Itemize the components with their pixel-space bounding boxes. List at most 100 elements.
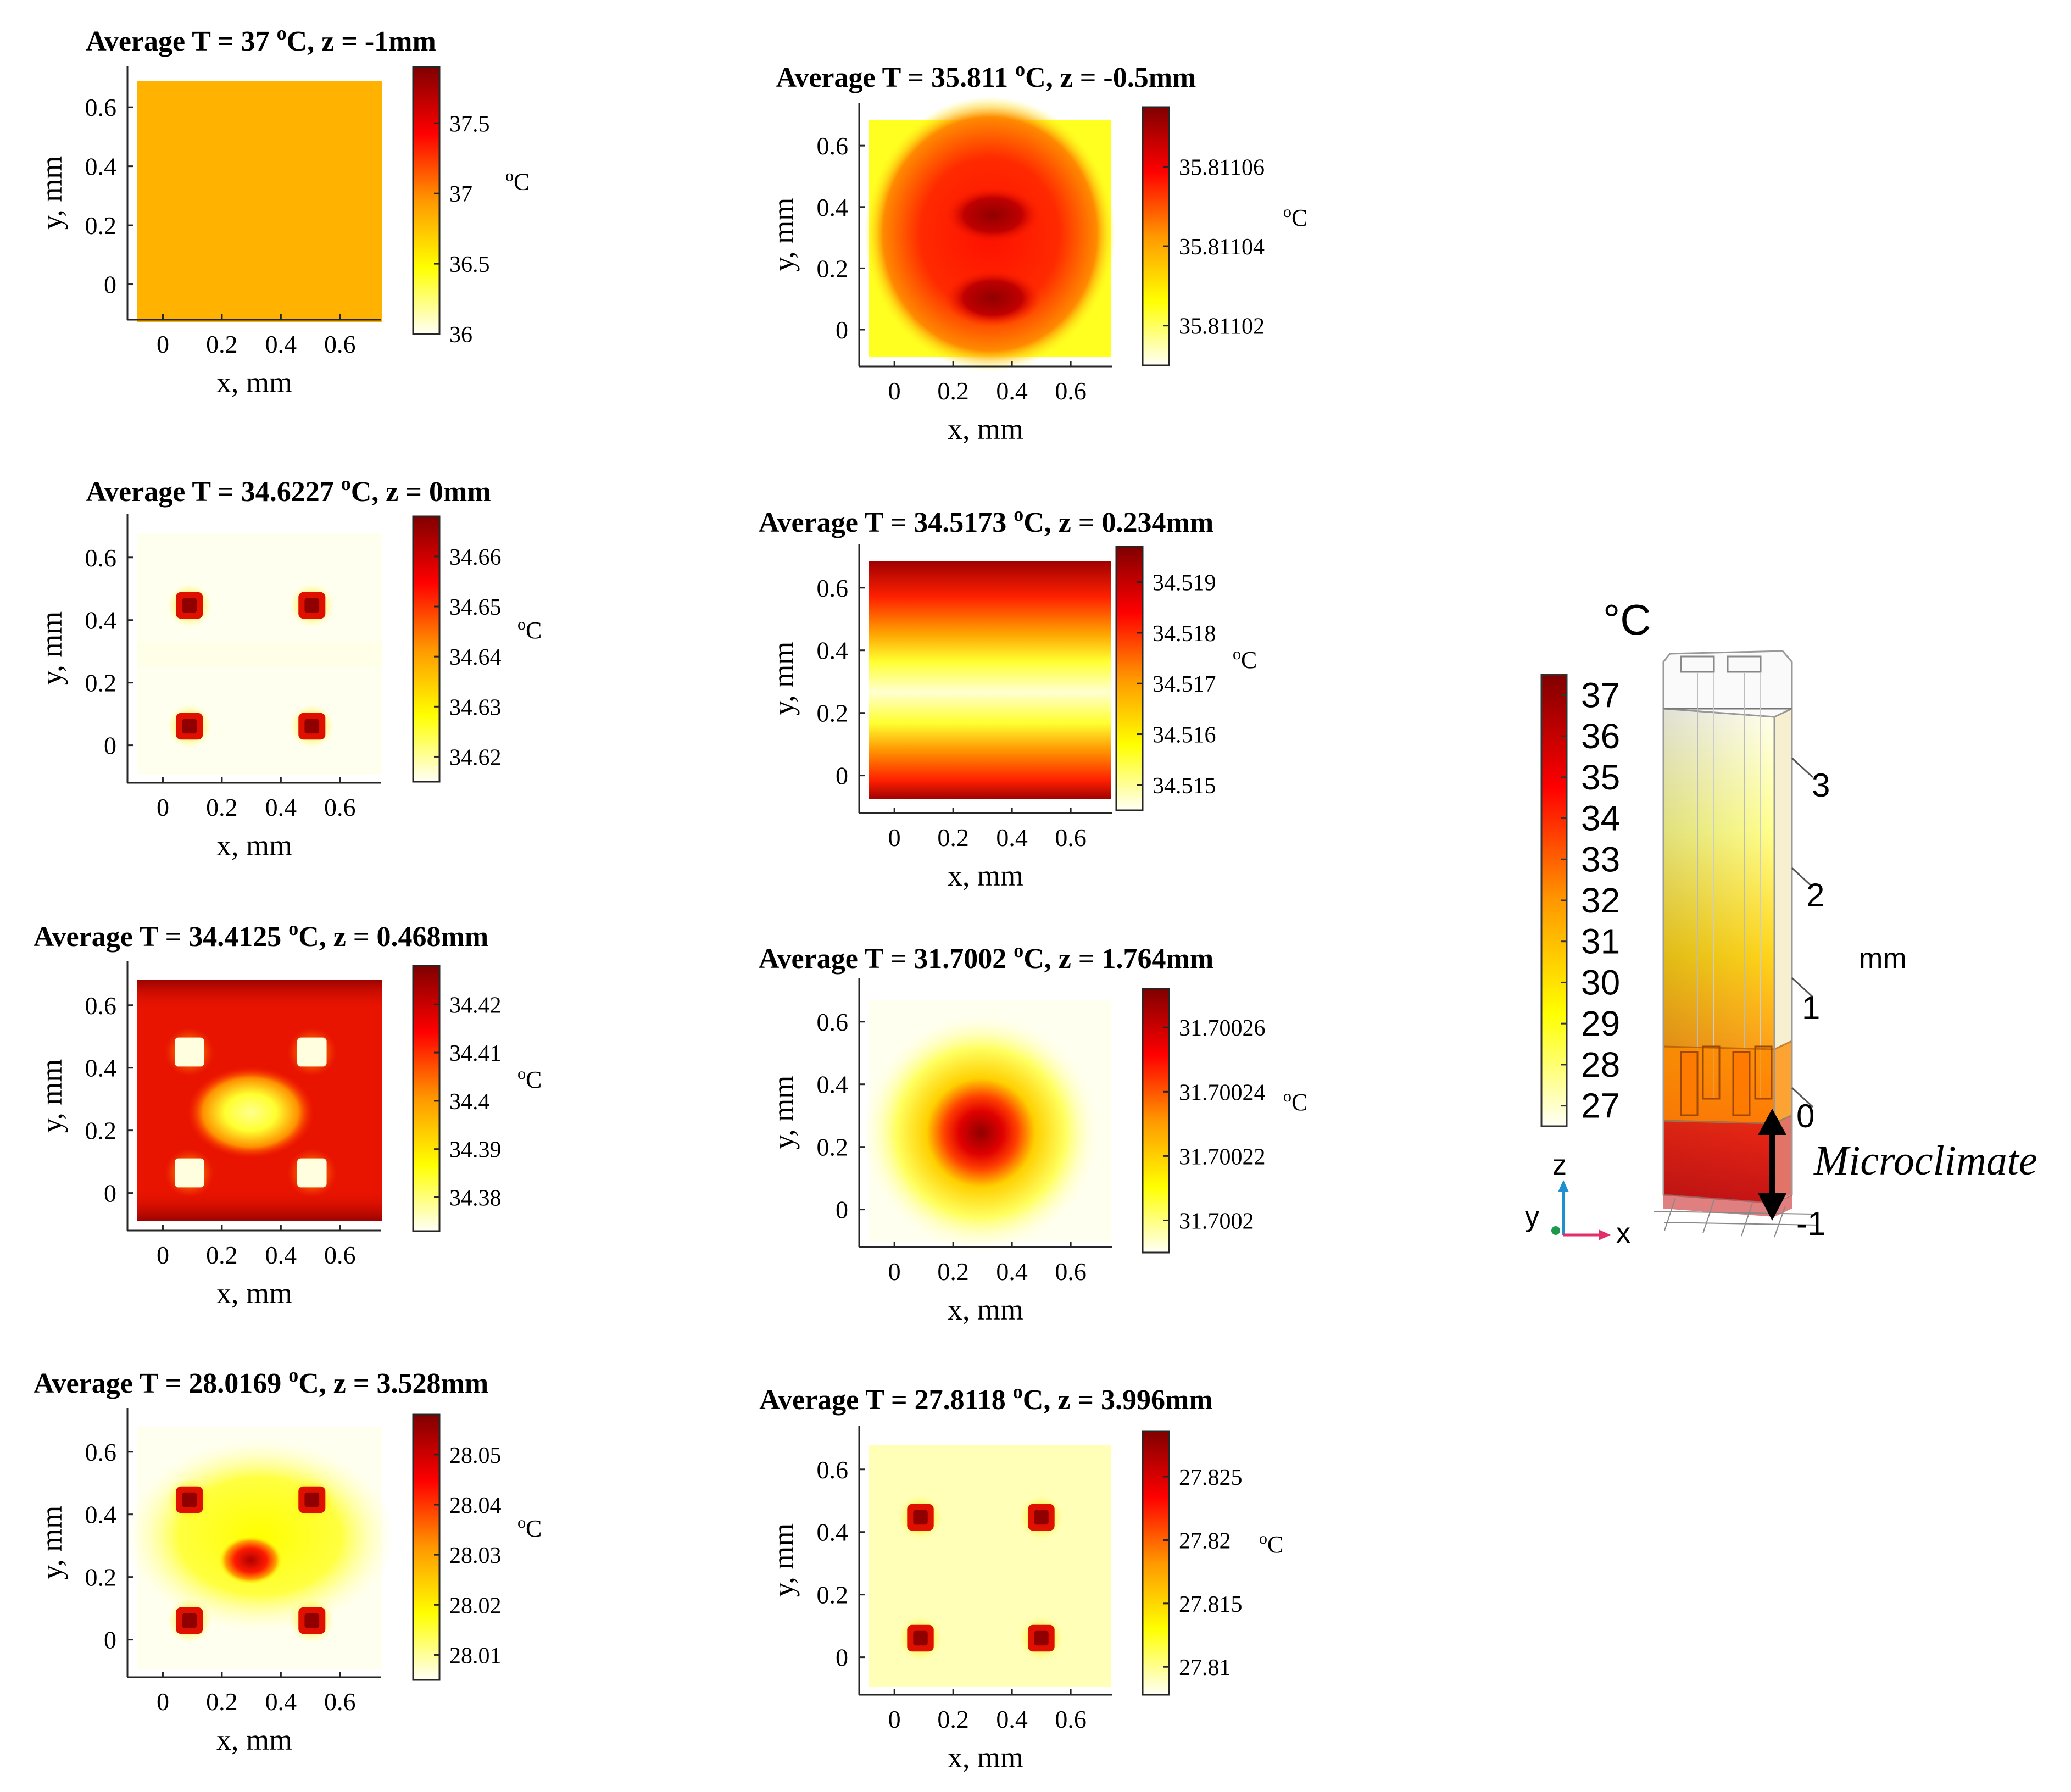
colorbar-tick-label: 37.5 bbox=[449, 112, 490, 137]
panel-title-text: Average T = 34.6227 bbox=[86, 476, 341, 508]
model-colorbar-tick-label: 30 bbox=[1581, 962, 1620, 1002]
panel-title: Average T = 28.0169 oC, z = 3.528mm bbox=[34, 1364, 488, 1399]
model-axis-unit: mm bbox=[1859, 943, 1907, 975]
panel-title-text: C, z = -1mm bbox=[287, 26, 436, 57]
y-axis-label: y, mm bbox=[35, 1059, 68, 1133]
colorbar-tick-label: 36 bbox=[449, 322, 472, 348]
x-tick-label: 0.2 bbox=[206, 330, 238, 358]
x-tick-label: 0.4 bbox=[265, 1241, 297, 1269]
y-axis-label: y, mm bbox=[35, 1506, 68, 1580]
y-tick-label: 0.2 bbox=[85, 1563, 117, 1591]
panel-title-degree: o bbox=[277, 22, 287, 44]
colorbar-unit-label: oC bbox=[505, 167, 530, 196]
model-colorbar-tick-label: 37 bbox=[1581, 675, 1620, 715]
heatmap-field bbox=[125, 1427, 395, 1669]
colorbar-tick-label: 34.64 bbox=[449, 645, 502, 670]
x-tick-label: 0 bbox=[157, 793, 169, 821]
y-tick-label: 0.6 bbox=[817, 132, 849, 160]
colorbar-tick-label: 35.81102 bbox=[1179, 314, 1265, 340]
colorbar-tick-label: 34.38 bbox=[449, 1186, 502, 1211]
x-tick-label: 0.4 bbox=[996, 1257, 1028, 1285]
colorbar-tick-label: 28.05 bbox=[449, 1443, 502, 1468]
x-tick-label: 0.4 bbox=[996, 377, 1028, 405]
colorbar-tick-label: 31.7002 bbox=[1179, 1209, 1254, 1234]
field-spot bbox=[175, 1037, 204, 1067]
x-axis-label: x, mm bbox=[948, 413, 1023, 446]
colorbar-tick-label: 34.66 bbox=[449, 545, 502, 570]
heatmap-panel: Average T = 34.5173 oC, z = 0.234mm 0 0.2 0… bbox=[759, 503, 1257, 892]
colorbar-tick-label: 28.04 bbox=[449, 1493, 502, 1518]
colorbar-tick-label: 35.81104 bbox=[1179, 235, 1265, 260]
y-tick-label: 0.2 bbox=[817, 1581, 849, 1609]
y-tick-label: 0.6 bbox=[85, 544, 117, 572]
panel-title: Average T = 34.6227 oC, z = 0mm bbox=[86, 472, 491, 508]
model-colorbar-tick-label: 27 bbox=[1581, 1086, 1620, 1126]
colorbar bbox=[1142, 1430, 1170, 1696]
x-tick-label: 0.2 bbox=[937, 1257, 969, 1285]
x-tick-label: 0 bbox=[888, 1257, 901, 1285]
y-tick-label: 0 bbox=[836, 1644, 848, 1672]
panel-title-text: C, z = 0.468mm bbox=[298, 921, 488, 953]
model-axis-tick: -1 bbox=[1796, 1205, 1825, 1242]
y-tick-label: 0.4 bbox=[817, 1071, 849, 1099]
model-colorbar-tick-label: 32 bbox=[1581, 881, 1620, 920]
microclimate-arrow bbox=[1758, 1109, 1786, 1221]
colorbar-tick-label: 34.63 bbox=[449, 695, 502, 720]
y-tick-label: 0.4 bbox=[85, 1054, 117, 1082]
panel-title-text: Average T = 31.7002 bbox=[759, 943, 1014, 975]
model-unit-label: °C bbox=[1603, 596, 1651, 644]
field-spot bbox=[860, 1012, 1102, 1254]
model-axis-tick: 3 bbox=[1812, 767, 1830, 804]
y-tick-label: 0.6 bbox=[85, 1438, 117, 1466]
panel-title-degree: o bbox=[1014, 939, 1023, 961]
colorbar-tick-label: 27.825 bbox=[1179, 1465, 1243, 1490]
colorbar-tick-label: 31.70024 bbox=[1179, 1080, 1266, 1105]
y-tick-label: 0.6 bbox=[817, 574, 849, 602]
x-tick-label: 0.6 bbox=[324, 1688, 356, 1716]
y-tick-label: 0.4 bbox=[85, 1501, 117, 1529]
heatmap-panel: Average T = 27.8118 oC, z = 3.996mm 0 0.2 0… bbox=[759, 1381, 1283, 1774]
x-tick-label: 0.2 bbox=[937, 823, 969, 852]
axis-triad: z y x bbox=[1525, 1149, 1630, 1249]
x-tick-label: 0.4 bbox=[265, 793, 297, 821]
colorbar-tick-label: 28.02 bbox=[449, 1593, 502, 1618]
colorbar-tick-label: 34.517 bbox=[1153, 672, 1216, 697]
colorbar-tick-label: 28.03 bbox=[449, 1543, 502, 1568]
x-axis-label: x, mm bbox=[216, 1723, 292, 1756]
heatmap-panel: Average T = 37 oC, z = -1mm 0 0.2 0.4 0.6 0 0.… bbox=[35, 22, 530, 399]
x-axis-label: x, mm bbox=[948, 1293, 1023, 1326]
colorbar bbox=[412, 66, 441, 335]
colorbar-tick-label: 36.5 bbox=[449, 252, 490, 277]
heatmap-panel: Average T = 28.0169 oC, z = 3.528mm 0 0.2 0… bbox=[34, 1364, 542, 1756]
heatmap-field bbox=[860, 1000, 1111, 1254]
colorbar-unit-label: oC bbox=[1259, 1529, 1283, 1558]
y-tick-label: 0.2 bbox=[817, 699, 849, 727]
field-rect bbox=[137, 81, 382, 322]
y-tick-label: 0 bbox=[104, 732, 116, 760]
colorbar-tick-label: 27.81 bbox=[1179, 1655, 1231, 1680]
x-tick-label: 0.2 bbox=[206, 1688, 238, 1716]
panel-title-degree: o bbox=[341, 472, 351, 494]
panel-title-text: C, z = 1.764mm bbox=[1023, 943, 1213, 975]
colorbar-tick-label: 28.01 bbox=[449, 1643, 502, 1668]
x-tick-label: 0 bbox=[888, 1705, 901, 1733]
model-colorbar-tick-label: 33 bbox=[1581, 839, 1620, 879]
y-tick-label: 0.2 bbox=[817, 254, 849, 282]
x-tick-label: 0 bbox=[157, 330, 169, 358]
colorbar bbox=[1115, 546, 1144, 811]
y-tick-label: 0 bbox=[836, 316, 848, 344]
y-tick-label: 0.4 bbox=[85, 153, 117, 181]
heatmap-field bbox=[137, 533, 382, 775]
colorbar-unit-label: oC bbox=[517, 1513, 542, 1542]
x-tick-label: 0.2 bbox=[206, 1241, 238, 1269]
model-colorbar-tick-label: 31 bbox=[1581, 922, 1620, 961]
heatmap-panel: Average T = 34.6227 oC, z = 0mm 0 0.2 0.4 0.… bbox=[35, 472, 542, 862]
x-tick-label: 0.2 bbox=[937, 1705, 969, 1733]
colorbar-unit-label: oC bbox=[517, 615, 542, 644]
x-axis-label: x, mm bbox=[948, 859, 1023, 892]
colorbar-tick-label: 27.815 bbox=[1179, 1592, 1243, 1617]
heatmap-panel: Average T = 31.7002 oC, z = 1.764mm 0 0.2 0… bbox=[759, 939, 1308, 1326]
